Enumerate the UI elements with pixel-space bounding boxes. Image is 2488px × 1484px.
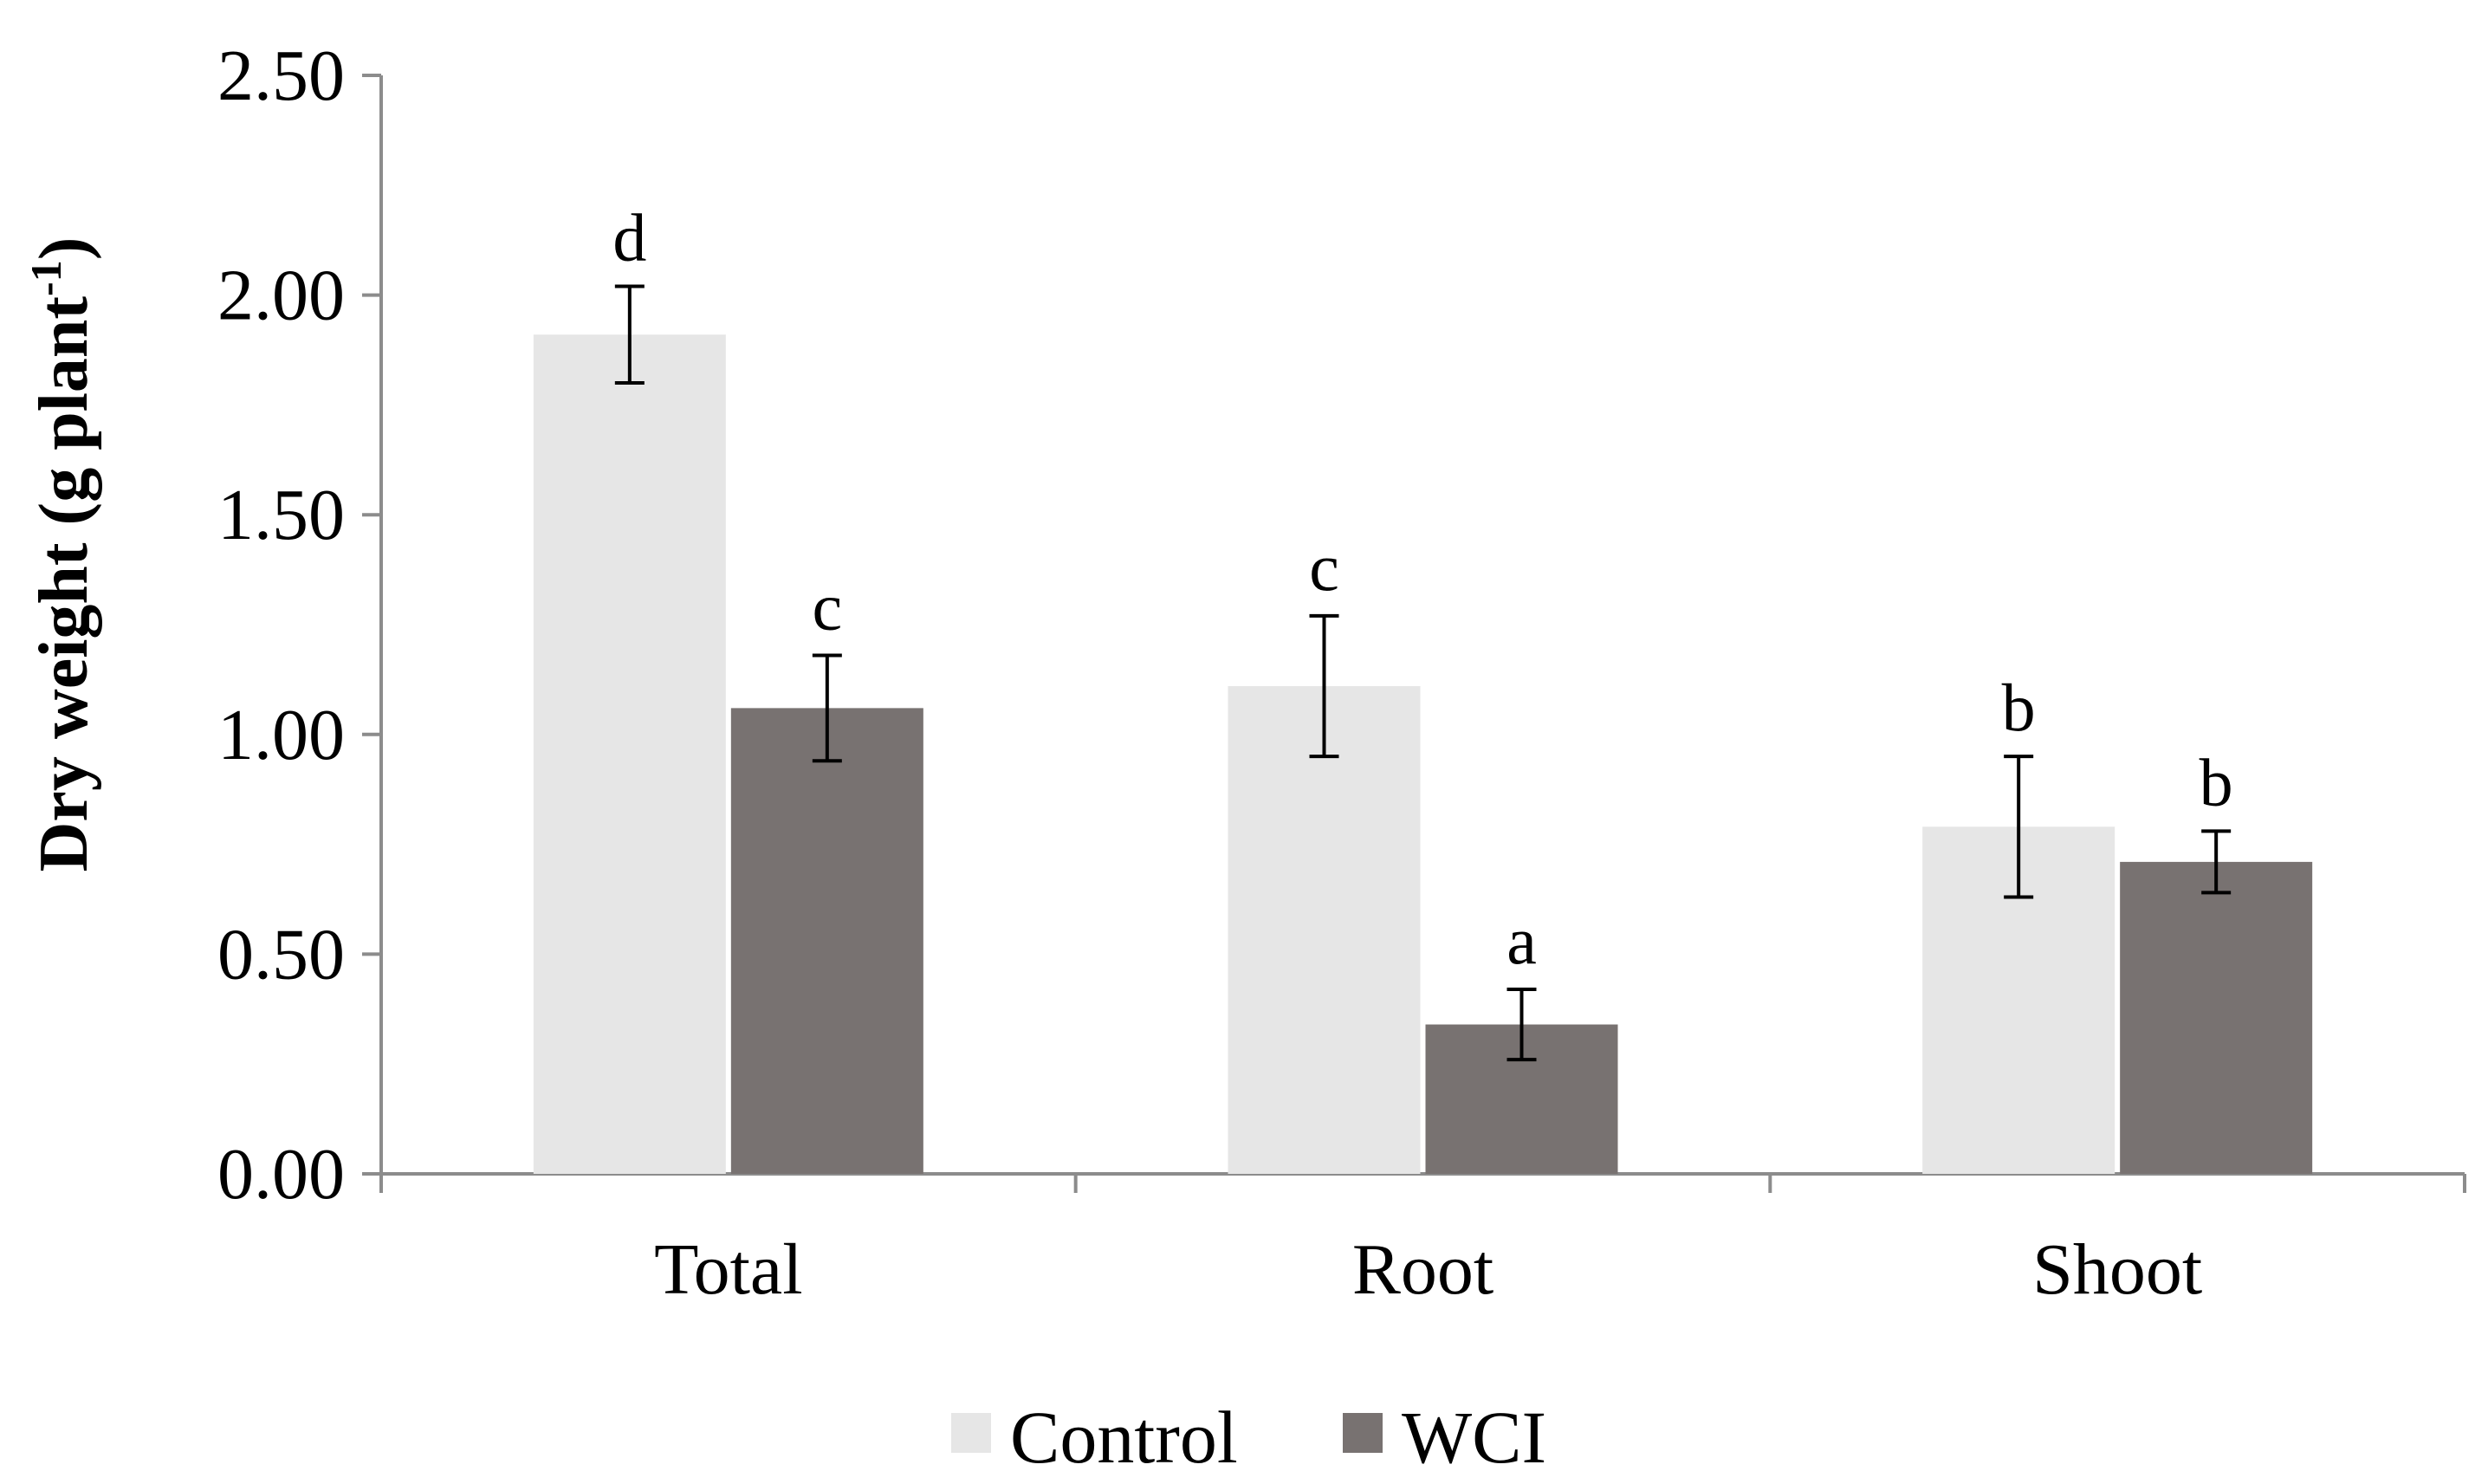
error-bar bbox=[614, 284, 645, 386]
x-category-label: Shoot bbox=[2032, 1229, 2202, 1310]
legend-swatch bbox=[951, 1413, 991, 1453]
error-bar bbox=[2004, 755, 2034, 899]
significance-letter: b bbox=[2002, 670, 2036, 745]
legend-swatch bbox=[1343, 1413, 1383, 1453]
error-bar bbox=[1506, 987, 1537, 1062]
y-tick-label: 2.50 bbox=[217, 36, 345, 116]
y-tick-label: 1.00 bbox=[217, 695, 345, 775]
error-bar-group bbox=[614, 284, 2232, 1062]
x-category-label: Root bbox=[1352, 1229, 1493, 1310]
bar-control-total bbox=[533, 334, 726, 1174]
error-bar bbox=[812, 653, 842, 763]
y-axis-title: Dry weight (g plant-1) bbox=[22, 237, 102, 872]
legend: Control WCI bbox=[951, 1396, 1546, 1479]
significance-letter: a bbox=[1506, 903, 1537, 978]
y-axis: 0.00 0.50 1.00 1.50 2.00 2.50 bbox=[217, 36, 383, 1215]
y-tick-label: 2.00 bbox=[217, 256, 345, 336]
y-axis-title-superscript: -1 bbox=[22, 260, 70, 296]
significance-letter: c bbox=[1309, 529, 1339, 605]
y-tick-label: 1.50 bbox=[217, 475, 345, 555]
significance-letter-group: d c b c a b bbox=[612, 199, 2232, 978]
error-bar bbox=[1309, 613, 1339, 759]
significance-letter: c bbox=[813, 569, 843, 645]
y-axis-title-text: Dry weight (g plant bbox=[26, 296, 102, 872]
bar-wci-total bbox=[730, 708, 923, 1174]
y-tick-label: 0.50 bbox=[217, 914, 345, 995]
svg-text:Dry weight (g plant-1): Dry weight (g plant-1) bbox=[22, 237, 102, 872]
x-axis: Total Root Shoot bbox=[379, 1172, 2466, 1310]
bar-series-group bbox=[533, 334, 2313, 1174]
y-tick-label: 0.00 bbox=[217, 1134, 345, 1215]
legend-label: WCI bbox=[1402, 1396, 1546, 1479]
legend-label: Control bbox=[1010, 1396, 1238, 1479]
x-category-label: Total bbox=[654, 1229, 802, 1310]
y-axis-title-close: ) bbox=[26, 237, 102, 261]
bar-wci-shoot bbox=[2120, 861, 2313, 1174]
legend-item-control: Control bbox=[951, 1396, 1238, 1479]
error-bar bbox=[2201, 829, 2232, 895]
significance-letter: d bbox=[612, 199, 646, 275]
significance-letter: b bbox=[2200, 744, 2233, 820]
bar-control-root bbox=[1228, 686, 1421, 1174]
legend-item-wci: WCI bbox=[1343, 1396, 1546, 1479]
